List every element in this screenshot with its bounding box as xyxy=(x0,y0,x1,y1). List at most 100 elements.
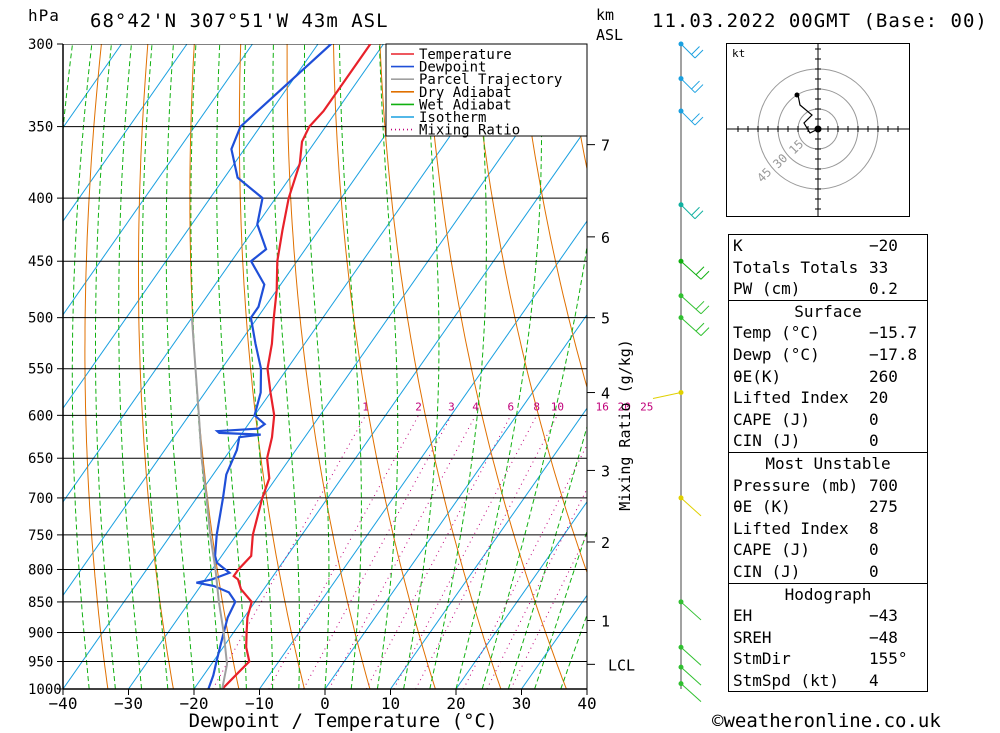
km-tick-label: LCL xyxy=(608,656,635,674)
indices-value: 0 xyxy=(869,540,879,560)
indices-label: Pressure (mb) xyxy=(733,475,859,495)
temperature-tick-label: 30 xyxy=(512,694,531,713)
wind-barb xyxy=(680,43,696,59)
legend-label: Dewpoint xyxy=(419,60,486,76)
temperature-tick-label: −40 xyxy=(49,694,78,713)
indices-row: Lifted Index 8 xyxy=(729,518,927,540)
hodograph-end-point xyxy=(794,92,800,98)
isotherm-line xyxy=(63,44,122,129)
wet-adiabat-line xyxy=(118,44,143,689)
indices-label: Totals Totals xyxy=(733,257,859,277)
wet-adiabat-line xyxy=(95,44,116,689)
mixing-ratio-line xyxy=(328,415,477,689)
km-tick-label: 7 xyxy=(601,137,610,155)
km-tick-label: 1 xyxy=(601,613,610,631)
mixing-ratio-value-label: 3 xyxy=(448,400,455,413)
indices-label: Lifted Index xyxy=(733,518,849,538)
temperature-tick-label: −30 xyxy=(114,694,143,713)
legend-box xyxy=(385,43,588,137)
dry-adiabat-line xyxy=(189,44,240,689)
temperature-tick-label: 10 xyxy=(381,694,400,713)
indices-label: PW (cm) xyxy=(733,279,801,299)
temperature-tick-label: 40 xyxy=(577,694,596,713)
wind-barb-flag xyxy=(694,49,704,59)
km-label: km xyxy=(596,6,615,24)
indices-row: θE (K) 275 xyxy=(729,496,927,518)
mixing-ratio-value-label: 16 xyxy=(596,400,609,413)
mixing-ratio-value-label: 2 xyxy=(415,400,422,413)
indices-value: 8 xyxy=(869,518,879,538)
hpa-label: hPa xyxy=(28,6,60,25)
wind-barb xyxy=(680,683,702,702)
legend-label: Wet Adiabat xyxy=(419,97,512,113)
wind-barb xyxy=(652,392,682,400)
asl-label: ASL xyxy=(596,26,624,44)
wind-barb-flag xyxy=(691,113,700,122)
indices-label: Dewp (°C) xyxy=(733,344,820,364)
isotherm-line xyxy=(63,44,319,410)
indices-row: StmSpd (kt) 4 xyxy=(729,670,927,692)
isotherm-line xyxy=(455,500,587,689)
wind-barb-flag xyxy=(695,266,705,276)
indices-value: −43 xyxy=(869,606,898,626)
series-temperature xyxy=(221,44,372,689)
km-tick-label: 3 xyxy=(601,462,610,480)
indices-row: CIN (J) 0 xyxy=(729,561,927,583)
mixing-ratio-line xyxy=(365,415,512,689)
indices-row: SREH −48 xyxy=(729,627,927,649)
indices-value: −15.7 xyxy=(869,323,918,343)
mixing-ratio-line xyxy=(486,487,587,689)
indices-section: K −20 Totals Totals 33 PW (cm) 0.2 xyxy=(729,235,927,300)
isotherm-line xyxy=(259,220,587,689)
indices-section: Most Unstable Pressure (mb) 700 θE (K) 275 Li… xyxy=(729,451,927,583)
pressure-tick-label: 400 xyxy=(28,191,53,207)
mixing-ratio-value-label: 6 xyxy=(507,400,514,413)
indices-row: K −20 xyxy=(729,235,927,257)
indices-value: 700 xyxy=(869,475,898,495)
mixing-ratio-axis-label: Mixing Ratio (g/kg) xyxy=(616,339,634,511)
wind-barb-flag xyxy=(700,270,710,280)
isotherm-line xyxy=(63,44,515,689)
indices-label: StmSpd (kt) xyxy=(733,670,839,690)
temperature-tick-label: 20 xyxy=(446,694,465,713)
km-tick-label: 4 xyxy=(601,385,610,403)
indices-row: EH −43 xyxy=(729,605,927,627)
wet-adiabat-line xyxy=(339,44,362,689)
isotherm-line xyxy=(63,44,188,223)
indices-value: −17.8 xyxy=(869,344,918,364)
indices-row: Dewp (°C) −17.8 xyxy=(729,344,927,366)
indices-row: Totals Totals 33 xyxy=(729,257,927,279)
mixing-ratio-line xyxy=(393,415,538,689)
indices-section: Hodograph EH −43 SREH −48 StmDir 155° StmSpd (k… xyxy=(729,582,927,692)
km-tick-label: 6 xyxy=(601,229,610,247)
indices-label: StmDir xyxy=(733,649,791,669)
wind-barb xyxy=(680,666,702,686)
wind-barb xyxy=(680,317,702,337)
pressure-tick-label: 650 xyxy=(28,451,53,467)
indices-value: 0 xyxy=(869,561,879,581)
location-title: 68°42'N 307°51'W 43m ASL xyxy=(90,10,389,32)
wind-barb xyxy=(680,110,696,126)
wind-barb-flag xyxy=(695,300,705,310)
isotherm-line xyxy=(390,407,587,689)
pressure-tick-label: 750 xyxy=(28,528,53,544)
indices-label: Temp (°C) xyxy=(733,323,820,343)
pressure-tick-label: 950 xyxy=(28,655,53,671)
dry-adiabat-line xyxy=(983,44,1000,689)
indices-label: CIN (J) xyxy=(733,561,801,581)
wet-adiabat-line xyxy=(376,44,399,689)
wet-adiabat-line xyxy=(272,44,301,689)
indices-label: CAPE (J) xyxy=(733,540,811,560)
mixing-ratio-value-label: 4 xyxy=(472,400,479,413)
indices-row: θE(K) 260 xyxy=(729,366,927,388)
mixing-ratio-value-label: 8 xyxy=(533,400,540,413)
legend-label: Dry Adiabat xyxy=(419,85,512,101)
x-axis-label: Dewpoint / Temperature (°C) xyxy=(189,710,498,732)
indices-section-title: Hodograph xyxy=(784,584,872,604)
pressure-tick-label: 500 xyxy=(28,311,53,327)
wet-adiabat-line xyxy=(190,44,221,689)
dry-adiabat-line xyxy=(84,44,109,689)
wet-adiabat-line xyxy=(141,44,169,689)
